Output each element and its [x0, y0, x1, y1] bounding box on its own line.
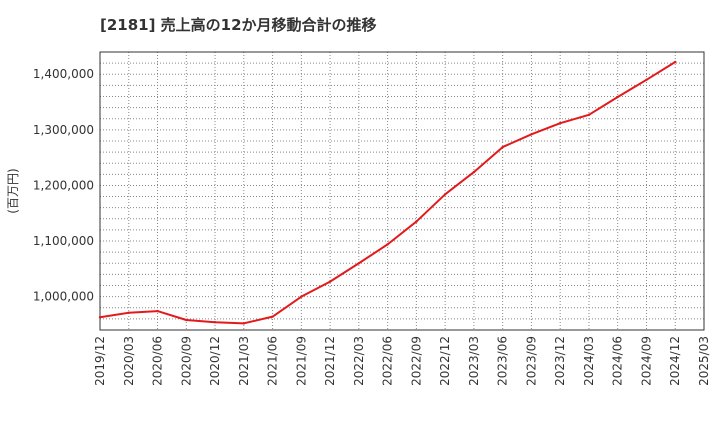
data-point — [645, 78, 648, 82]
x-axis-ticks: 2019/12 2020/03 2020/06 2020/09 2020/12 2021/… — [93, 336, 711, 386]
grid-layer — [100, 52, 704, 330]
x-tick-label: 2024/09 — [639, 336, 653, 386]
series-line — [99, 61, 676, 325]
data-point — [213, 321, 217, 324]
data-point — [501, 145, 504, 149]
x-tick-label: 2019/12 — [93, 336, 107, 386]
data-point — [674, 60, 677, 64]
x-tick-label: 2021/12 — [323, 336, 337, 386]
data-point — [242, 322, 246, 325]
data-point — [300, 295, 303, 298]
y-axis-title: (百万円) — [6, 168, 20, 213]
x-tick-label: 2020/12 — [208, 336, 222, 386]
data-point — [357, 262, 361, 265]
x-tick-label: 2022/03 — [352, 336, 366, 386]
data-point — [415, 220, 418, 223]
data-point — [587, 113, 591, 117]
x-tick-label: 2025/03 — [697, 336, 711, 386]
x-tick-label: 2023/03 — [467, 336, 481, 386]
data-point — [185, 318, 188, 322]
data-point — [616, 95, 619, 99]
x-tick-label: 2021/06 — [266, 336, 280, 386]
data-point — [386, 243, 389, 246]
x-tick-label: 2022/06 — [381, 336, 395, 386]
x-tick-label: 2021/03 — [237, 336, 251, 386]
data-point — [472, 170, 476, 174]
y-tick-label: 1,300,000 — [33, 123, 94, 137]
x-tick-label: 2020/03 — [122, 336, 136, 386]
data-point — [530, 133, 533, 136]
y-tick-label: 1,100,000 — [33, 234, 94, 248]
data-point — [271, 315, 274, 318]
data-point — [558, 121, 562, 125]
data-point — [98, 316, 102, 319]
x-tick-label: 2021/09 — [294, 336, 308, 386]
data-point — [156, 309, 159, 313]
data-point — [443, 193, 447, 196]
x-tick-label: 2023/06 — [496, 336, 510, 386]
series-layer — [98, 60, 677, 325]
chart-title: [2181] 売上高の12か月移動合計の推移 — [100, 16, 377, 34]
x-tick-label: 2024/03 — [582, 336, 596, 386]
y-tick-label: 1,000,000 — [33, 290, 94, 304]
plot-frame — [99, 51, 705, 331]
data-point — [328, 280, 332, 283]
x-tick-label: 2024/06 — [611, 336, 625, 386]
x-tick-label: 2020/09 — [179, 336, 193, 386]
y-tick-label: 1,200,000 — [33, 178, 94, 192]
y-tick-label: 1,400,000 — [33, 67, 94, 81]
data-point — [127, 311, 130, 314]
x-tick-label: 2022/12 — [438, 336, 452, 386]
x-tick-label: 2023/09 — [524, 336, 538, 386]
x-tick-label: 2020/06 — [151, 336, 165, 386]
x-tick-label: 2022/09 — [409, 336, 423, 386]
y-axis-ticks: 1,000,000 1,100,000 1,200,000 1,300,000 1,40… — [33, 67, 94, 303]
x-tick-label: 2024/12 — [668, 336, 682, 386]
x-tick-label: 2023/12 — [553, 336, 567, 386]
